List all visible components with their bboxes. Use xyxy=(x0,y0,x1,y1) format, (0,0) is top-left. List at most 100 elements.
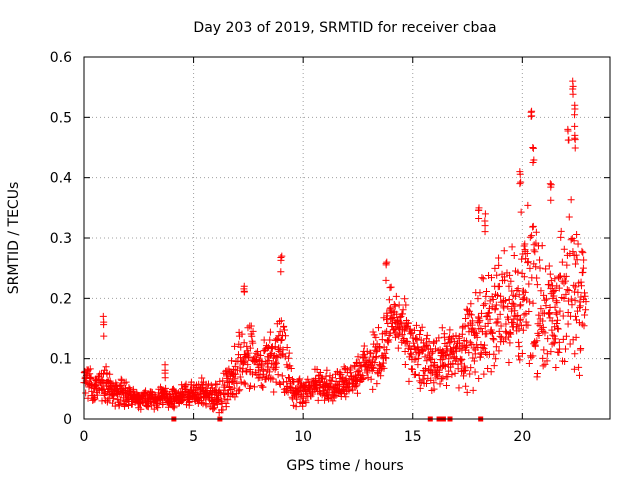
data-point xyxy=(422,365,430,373)
data-point xyxy=(197,398,205,406)
data-point xyxy=(321,396,329,404)
data-point xyxy=(375,342,383,350)
data-point xyxy=(87,373,95,381)
data-point xyxy=(517,178,525,186)
data-point xyxy=(515,338,523,346)
data-point xyxy=(285,374,293,382)
data-point xyxy=(231,393,239,401)
data-point xyxy=(414,354,422,362)
data-point xyxy=(257,382,265,390)
data-point xyxy=(571,111,579,119)
data-point xyxy=(236,373,244,381)
data-point xyxy=(566,340,574,348)
data-point xyxy=(241,357,249,365)
data-point xyxy=(562,277,570,285)
data-point xyxy=(567,196,575,204)
data-point xyxy=(410,326,418,334)
data-point xyxy=(161,374,169,382)
data-point xyxy=(228,357,236,365)
data-point xyxy=(355,366,363,374)
data-point xyxy=(508,287,516,295)
data-point xyxy=(481,341,489,349)
data-point xyxy=(493,271,501,279)
data-point xyxy=(423,331,431,339)
data-point xyxy=(338,386,346,394)
data-point xyxy=(452,355,460,363)
data-point xyxy=(278,252,286,260)
data-point xyxy=(514,268,522,276)
data-point xyxy=(401,348,409,356)
data-point xyxy=(491,264,499,272)
data-point xyxy=(213,400,221,408)
data-point xyxy=(555,338,563,346)
data-point xyxy=(91,395,99,403)
data-point xyxy=(347,364,355,372)
data-point xyxy=(550,339,558,347)
data-point xyxy=(403,322,411,330)
x-axis-label: GPS time / hours xyxy=(286,458,403,474)
data-point xyxy=(554,324,562,332)
data-point xyxy=(461,366,469,374)
data-point xyxy=(567,295,575,303)
data-point xyxy=(551,303,559,311)
data-point xyxy=(482,292,490,300)
data-point xyxy=(240,379,248,387)
data-point xyxy=(287,365,295,373)
data-point xyxy=(397,319,405,327)
data-point xyxy=(505,282,513,290)
data-point xyxy=(576,371,583,379)
data-point xyxy=(106,370,114,378)
data-point xyxy=(316,368,324,376)
data-point xyxy=(403,323,411,331)
data-point xyxy=(525,280,533,288)
data-point xyxy=(405,377,413,385)
data-point xyxy=(515,291,523,299)
data-point xyxy=(187,378,195,386)
data-point xyxy=(514,285,522,293)
data-point xyxy=(525,359,533,367)
data-point xyxy=(507,330,515,338)
data-point xyxy=(516,356,524,364)
data-point xyxy=(125,384,133,392)
data-point xyxy=(434,372,442,380)
data-point xyxy=(549,331,557,339)
data-point xyxy=(395,332,403,340)
data-point xyxy=(582,298,590,306)
data-point xyxy=(110,394,118,402)
data-point xyxy=(314,396,322,404)
data-point xyxy=(232,370,240,378)
data-point xyxy=(551,335,559,343)
data-point xyxy=(483,287,491,295)
data-point xyxy=(492,355,500,363)
data-point xyxy=(506,271,514,279)
data-point xyxy=(496,310,504,318)
y-tick-label: 0 xyxy=(63,412,72,428)
data-point xyxy=(502,327,510,335)
data-point xyxy=(487,368,495,376)
data-point xyxy=(122,378,130,386)
data-point xyxy=(416,331,424,339)
data-point xyxy=(86,365,94,373)
data-point xyxy=(261,345,269,353)
data-point xyxy=(236,354,244,362)
data-point xyxy=(536,264,544,272)
data-point xyxy=(554,316,562,324)
data-point xyxy=(382,354,390,362)
data-point xyxy=(542,265,550,273)
data-point xyxy=(570,365,578,373)
data-point xyxy=(458,330,466,338)
data-point xyxy=(313,366,321,374)
data-point xyxy=(539,323,547,331)
data-point xyxy=(542,302,550,310)
data-point xyxy=(468,324,476,332)
data-point xyxy=(574,240,582,248)
data-point xyxy=(572,333,580,341)
data-point xyxy=(367,349,375,357)
data-point xyxy=(530,246,538,254)
data-point xyxy=(513,320,521,328)
data-point xyxy=(266,350,274,358)
data-point xyxy=(416,377,424,385)
data-point xyxy=(573,256,581,264)
data-point xyxy=(495,282,503,290)
